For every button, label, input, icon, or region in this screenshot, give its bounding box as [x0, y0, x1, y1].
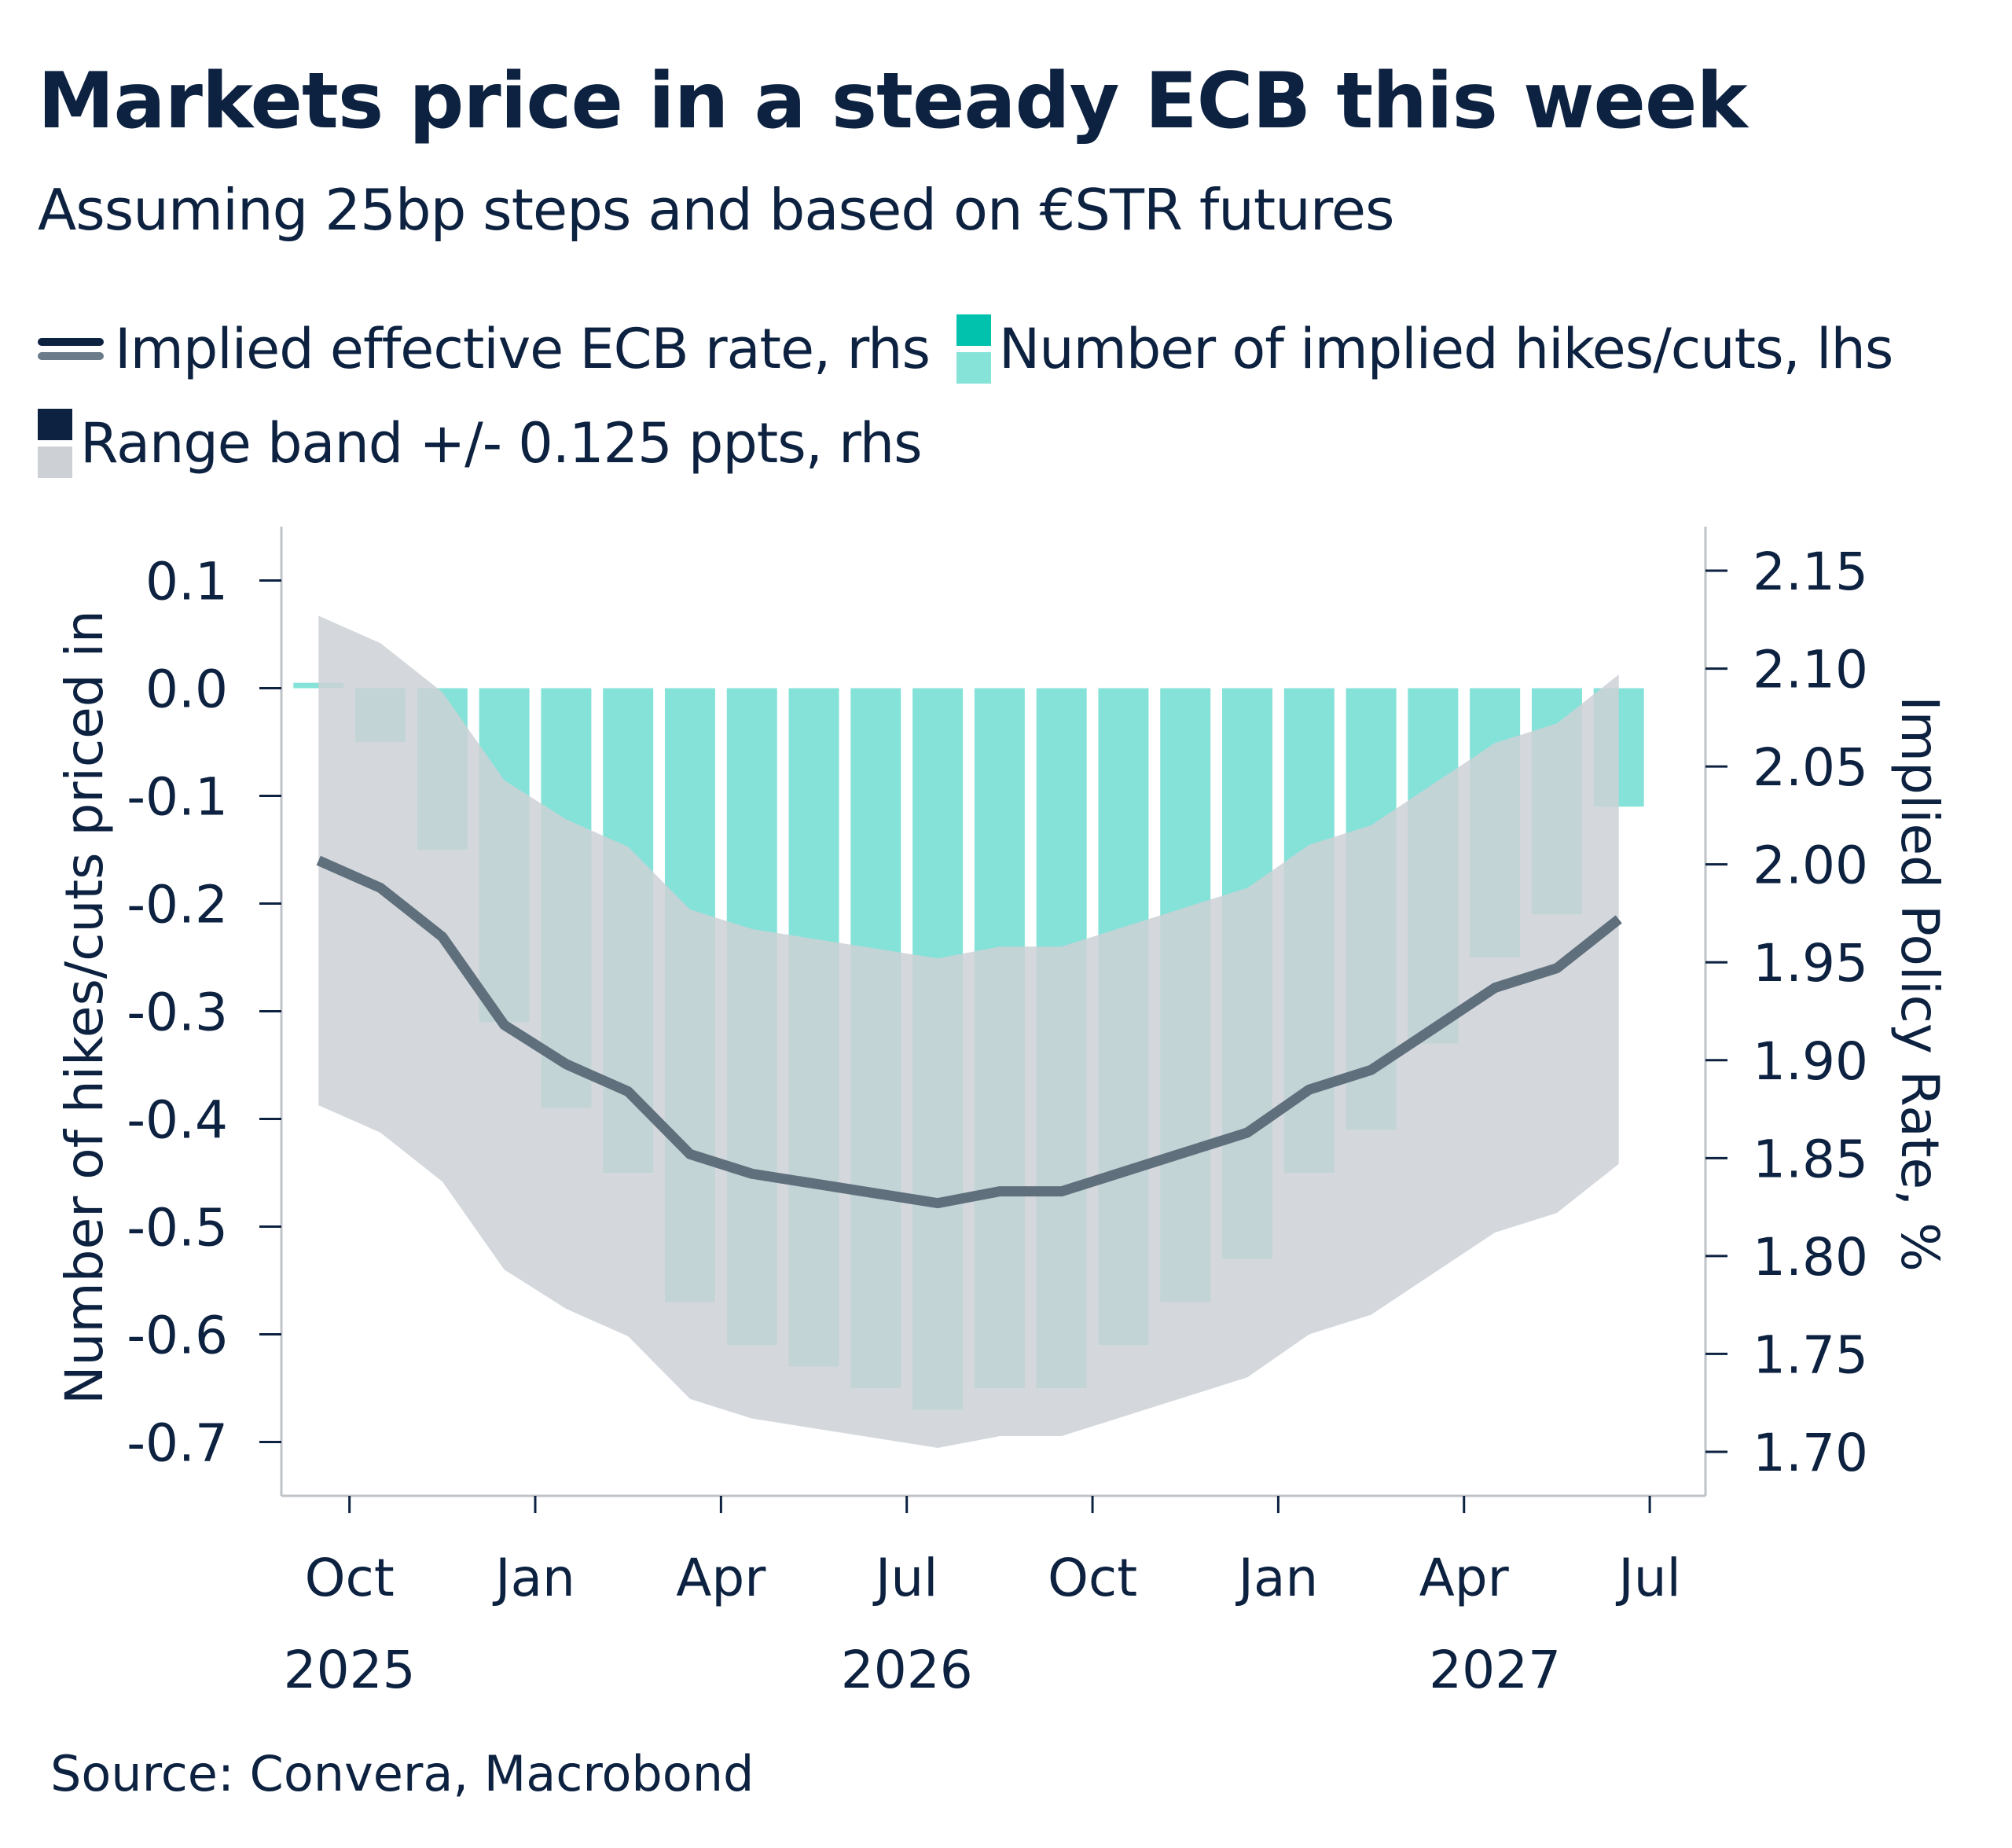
x-year-label: 2027	[1429, 1640, 1561, 1700]
left-tick-label: -0.4	[127, 1090, 228, 1151]
left-tick-label: -0.3	[127, 983, 228, 1043]
chart-title: Markets price in a steady ECB this week	[38, 57, 1748, 146]
right-tick-label: 1.80	[1753, 1227, 1868, 1288]
legend-line-label: Implied effective ECB rate, rhs	[115, 317, 931, 381]
source-note: Source: Convera, Macrobond	[50, 1745, 754, 1802]
left-tick-label: 0.0	[145, 659, 228, 720]
x-tick-label: Oct	[1048, 1548, 1137, 1608]
right-tick-label: 2.10	[1753, 640, 1868, 700]
x-tick-label: Jul	[872, 1548, 938, 1608]
left-tick-label: 0.1	[145, 552, 228, 612]
legend-band-label: Range band +/- 0.125 ppts, rhs	[80, 411, 923, 476]
chart-subtitle: Assuming 25bp steps and based on €STR fu…	[38, 177, 1395, 243]
left-tick-label: -0.6	[127, 1306, 228, 1366]
x-year-label: 2026	[841, 1640, 973, 1700]
legend-bar-label: Number of implied hikes/cuts, lhs	[998, 317, 1893, 381]
x-year-label: 2025	[284, 1640, 416, 1700]
legend-bar-swatch	[956, 314, 991, 384]
right-tick-label: 2.05	[1753, 737, 1868, 798]
x-tick-label: Oct	[305, 1548, 395, 1608]
right-tick-label: 1.95	[1753, 933, 1868, 994]
legend-line-swatch	[38, 314, 107, 384]
right-tick-label: 1.85	[1753, 1129, 1868, 1189]
x-tick-label: Jan	[492, 1548, 575, 1608]
right-tick-label: 1.90	[1753, 1031, 1868, 1092]
left-tick-label: -0.7	[127, 1413, 228, 1474]
left-tick-label: -0.2	[127, 875, 228, 935]
left-tick-label: -0.5	[127, 1198, 228, 1258]
range-band	[318, 615, 1619, 1448]
x-tick-label: Apr	[676, 1548, 766, 1608]
implied-rate-line	[316, 855, 1622, 1209]
right-tick-label: 1.75	[1753, 1324, 1868, 1385]
right-axis-title: Implied Policy Rate, %	[1889, 696, 1950, 1272]
x-tick-label: Jul	[1615, 1548, 1681, 1608]
x-tick-label: Apr	[1419, 1548, 1510, 1608]
legend-row-2: Range band +/- 0.125 ppts, rhs	[38, 409, 923, 478]
legend-band-swatch	[38, 409, 72, 478]
right-tick-label: 2.00	[1753, 836, 1868, 896]
right-tick-label: 1.70	[1753, 1423, 1868, 1483]
x-tick-label: Jan	[1235, 1548, 1319, 1608]
left-axis-title: Number of hikes/cuts priced in	[54, 610, 115, 1405]
right-tick-label: 2.15	[1753, 542, 1868, 602]
legend-row-1: Implied effective ECB rate, rhs Number o…	[38, 314, 1893, 384]
left-tick-label: -0.1	[127, 767, 228, 828]
